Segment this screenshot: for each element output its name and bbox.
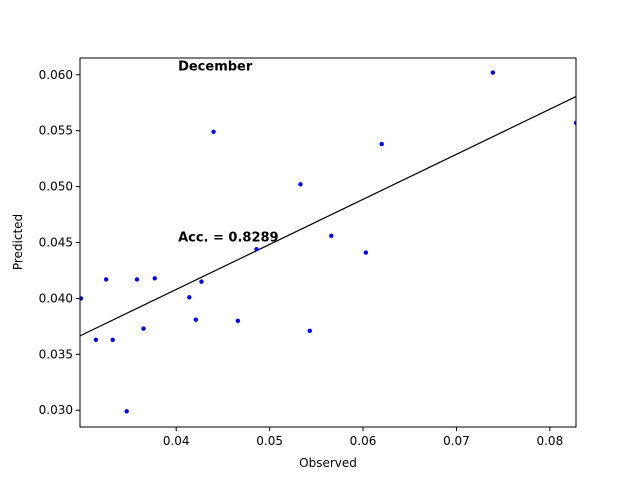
plot-frame [79, 57, 577, 428]
y-tick-label: 0.045 [39, 236, 73, 250]
data-point-7 [141, 326, 146, 331]
y-tick-label: 0.030 [39, 403, 73, 417]
y-axis-label: Predicted [11, 214, 25, 270]
data-point-5 [124, 409, 129, 414]
x-tick-label: 0.05 [256, 434, 283, 448]
plot-area [80, 70, 576, 414]
data-point-16 [307, 328, 312, 334]
x-tick-label: 0.07 [443, 434, 470, 448]
data-point-6 [134, 277, 140, 282]
data-point-8 [152, 276, 157, 281]
data-point-1 [80, 296, 84, 301]
data-point-10 [193, 317, 199, 322]
x-tick-label: 0.04 [163, 434, 190, 448]
x-axis-label: Observed [299, 456, 357, 470]
month-annotation: December [178, 59, 253, 74]
data-point-13 [235, 318, 241, 323]
x-tick-label: 0.08 [536, 434, 563, 448]
data-point-15 [298, 182, 303, 187]
data-point-3 [103, 277, 109, 282]
y-axis: 0.030 0.035 0.040 0.045 0.050 0.055 0.060 [39, 68, 80, 417]
data-point-17 [329, 233, 334, 238]
data-point-2 [93, 337, 99, 342]
data-point-4 [110, 337, 115, 342]
data-point-12 [211, 129, 216, 134]
x-axis: 0.04 0.05 0.06 0.07 0.08 [163, 427, 563, 448]
x-tick-label: 0.06 [350, 434, 377, 448]
fit-line [80, 96, 576, 337]
data-point-18 [363, 250, 369, 255]
annotations: December Acc. = 0.8289 [178, 59, 279, 245]
accuracy-annotation: Acc. = 0.8289 [178, 230, 279, 245]
y-tick-label: 0.050 [39, 180, 73, 194]
y-tick-label: 0.060 [39, 68, 73, 82]
data-point-21 [573, 120, 576, 126]
data-point-19 [379, 141, 384, 147]
y-tick-label: 0.055 [39, 124, 73, 138]
data-point-14 [254, 247, 259, 252]
data-point-20 [490, 70, 496, 75]
data-point-11 [199, 279, 204, 284]
data-point-9 [187, 295, 192, 300]
y-tick-label: 0.035 [39, 347, 73, 361]
y-tick-label: 0.040 [39, 291, 73, 305]
